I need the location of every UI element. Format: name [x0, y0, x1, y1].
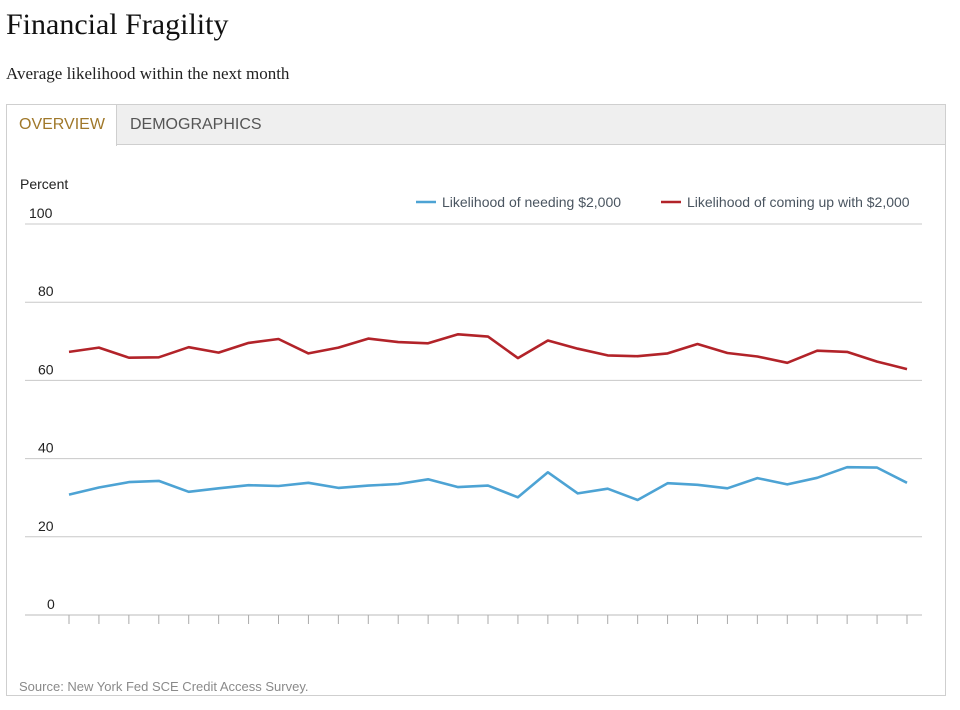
y-tick-label-0: 0: [47, 596, 55, 612]
page-title: Financial Fragility: [6, 8, 229, 41]
series-line-0: [68, 465, 908, 502]
grid-layer: [25, 223, 922, 538]
series-line-1: [68, 333, 908, 371]
source-note: Source: New York Fed SCE Credit Access S…: [19, 679, 309, 694]
legend-layer: Likelihood of needing $2,000 Likelihood o…: [416, 194, 910, 210]
legend-label-1: Likelihood of coming up with $2,000: [687, 194, 910, 210]
tab-bar: OVERVIEW DEMOGRAPHICS: [7, 105, 945, 146]
legend-label-0: Likelihood of needing $2,000: [442, 194, 621, 210]
y-tick-label-80: 80: [38, 283, 54, 299]
series-layer: [68, 333, 908, 502]
y-tick-label-60: 60: [38, 361, 54, 377]
page-subtitle: Average likelihood within the next month: [6, 64, 290, 83]
y-axis-label: Percent: [20, 176, 68, 192]
line-chart: Percent 0 20 40 60 80 100 Likelihood of needin…: [20, 176, 922, 624]
chart-panel: OVERVIEW DEMOGRAPHICS Percent 0 20 40 60 80 10…: [6, 104, 946, 696]
axis-layer: Percent 0 20 40 60 80 100: [20, 176, 922, 624]
tab-overview[interactable]: OVERVIEW: [7, 105, 117, 146]
tab-demographics[interactable]: DEMOGRAPHICS: [130, 116, 262, 133]
y-tick-label-40: 40: [38, 440, 54, 456]
y-tick-label-20: 20: [38, 518, 54, 534]
y-tick-label-100: 100: [29, 205, 53, 221]
